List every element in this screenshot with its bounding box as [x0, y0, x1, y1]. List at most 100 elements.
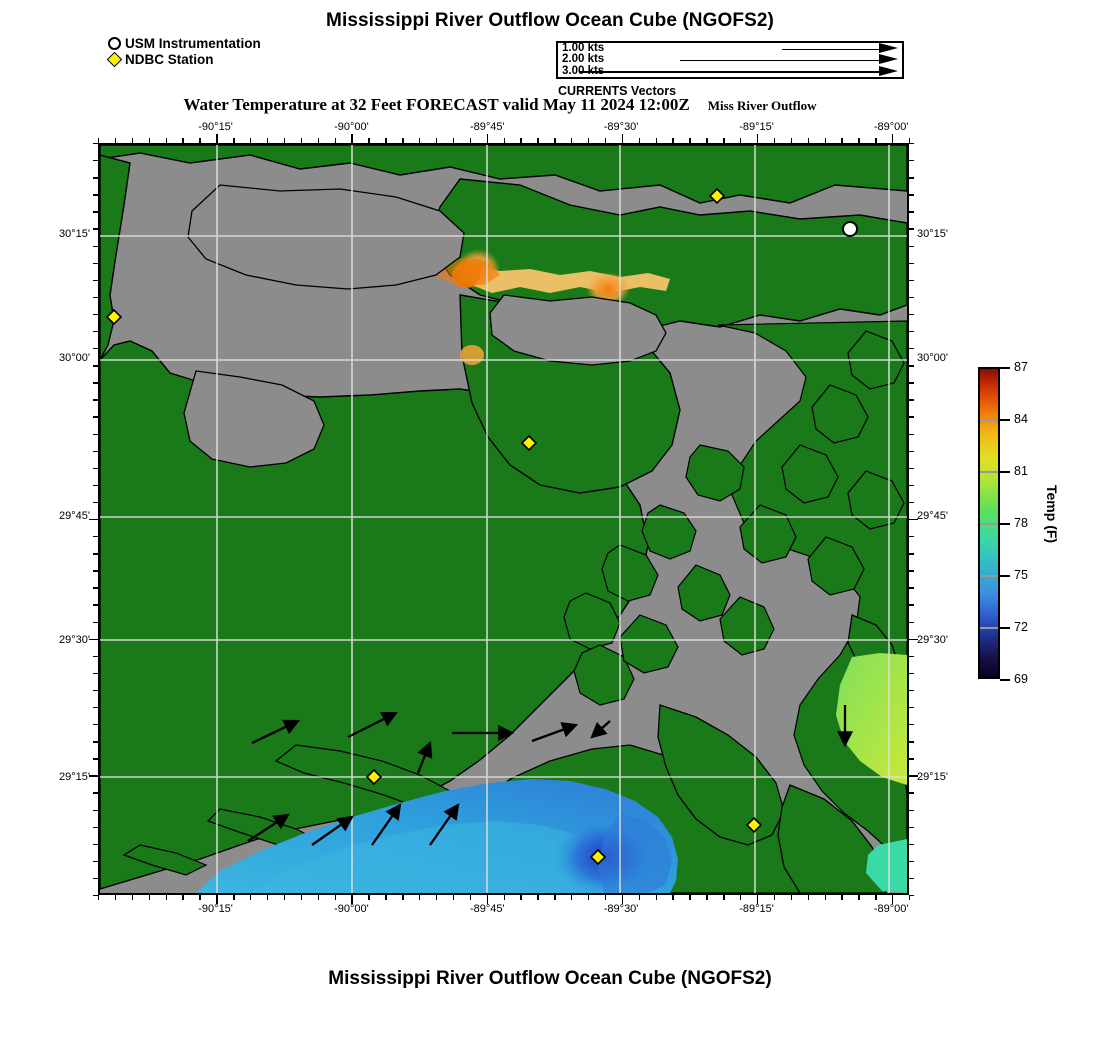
y-axis-tick [89, 638, 98, 641]
y-axis-tick [909, 860, 914, 863]
currents-key-row-2: 2.00 kts [558, 53, 902, 66]
currents-key-label-2: 2.00 kts [562, 53, 605, 66]
x-axis-tick [131, 138, 134, 143]
y-axis-tick [93, 741, 98, 743]
x-axis-label-top: -90°00' [334, 121, 369, 133]
x-axis-tick [368, 138, 370, 143]
page-title: Mississippi River Outflow Ocean Cube (NG… [326, 10, 774, 31]
y-axis-label-left: 29°15' [59, 771, 90, 784]
x-axis-tick [807, 138, 810, 143]
x-axis-tick [334, 895, 336, 900]
y-axis-label-right: 29°15' [917, 771, 948, 784]
y-axis-tick [93, 365, 98, 367]
x-axis-tick [469, 895, 472, 900]
currents-key-label-3: 3.00 kts [562, 64, 604, 77]
x-axis-tick [300, 138, 303, 143]
x-axis-tick [520, 895, 522, 900]
y-axis-tick [93, 331, 98, 333]
y-axis-tick [909, 553, 914, 555]
y-axis-tick [909, 655, 914, 658]
x-axis-tick [807, 895, 810, 900]
colorbar-inner-tick [980, 575, 998, 577]
diamond-marker-icon [106, 51, 123, 68]
y-axis-tick [93, 194, 98, 196]
y-axis-tick [93, 587, 98, 589]
x-axis-tick [250, 895, 252, 900]
legend-item-usm: USM Instrumentation [108, 36, 261, 51]
y-axis-label-left: 30°00' [59, 351, 90, 364]
y-axis-tick [909, 262, 914, 265]
x-axis-tick [740, 138, 742, 143]
x-axis-tick [773, 895, 776, 900]
graticule [100, 145, 907, 893]
y-axis-tick [909, 536, 914, 538]
x-axis-tick [452, 138, 455, 143]
y-axis-tick [93, 604, 98, 606]
y-axis-tick [93, 143, 98, 145]
colorbar-tick-label: 72 [1014, 620, 1028, 634]
y-axis-tick [909, 741, 914, 743]
legend-item-ndbc: NDBC Station [106, 51, 261, 68]
colorbar-inner-tick [980, 471, 998, 473]
x-axis-tick [655, 895, 657, 900]
y-axis-tick [909, 416, 914, 418]
x-axis-tick [334, 138, 336, 143]
y-axis-tick [909, 826, 914, 829]
x-axis-tick [892, 895, 894, 904]
legend-label-usm: USM Instrumentation [125, 35, 261, 51]
x-axis-tick [300, 895, 303, 900]
x-axis-tick [351, 895, 353, 904]
y-axis-tick [93, 553, 98, 555]
currents-key-caption: CURRENTS Vectors [558, 84, 677, 98]
x-axis-label-top: -90°15' [198, 121, 233, 133]
x-axis-tick [537, 895, 539, 900]
y-axis-tick [93, 296, 98, 299]
y-axis-tick [909, 433, 914, 435]
x-axis-tick [216, 134, 218, 143]
y-axis-tick [93, 860, 98, 863]
y-axis-tick [909, 501, 914, 504]
y-axis-tick [93, 160, 98, 162]
x-axis-label-bottom: -89°15' [739, 903, 774, 915]
x-axis-tick [790, 895, 793, 900]
footer-title: Mississippi River Outflow Ocean Cube (NG… [328, 968, 772, 989]
y-axis-tick [93, 536, 98, 538]
usm-marker [842, 221, 858, 237]
subtitle-right-text: Miss River Outflow [707, 98, 817, 113]
x-axis-tick [266, 138, 269, 143]
y-axis-tick [93, 792, 98, 794]
inland-water [183, 184, 667, 468]
ndbc-marker [365, 768, 383, 786]
y-axis-label-left: 30°15' [59, 227, 90, 240]
y-axis-tick [93, 826, 98, 829]
map-canvas[interactable] [98, 143, 909, 895]
colorbar-inner-tick [980, 523, 998, 525]
x-axis-tick [98, 138, 100, 143]
ndbc-marker [708, 187, 726, 205]
y-axis-tick [93, 672, 98, 675]
y-axis-tick [909, 211, 914, 213]
x-axis-tick [114, 895, 117, 900]
x-axis-tick [655, 138, 657, 143]
x-axis-tick [858, 138, 860, 143]
x-axis-label-top: -89°30' [603, 121, 639, 133]
colorbar-tick-label: 75 [1014, 568, 1028, 582]
x-axis-tick [469, 138, 472, 143]
y-axis-tick [93, 467, 98, 470]
y-axis-tick [93, 655, 98, 658]
x-axis-tick [385, 895, 387, 900]
y-axis-tick [909, 399, 914, 401]
y-axis-tick [909, 245, 914, 247]
x-axis-label-bottom: -89°30' [603, 903, 639, 915]
y-axis-tick [909, 382, 914, 384]
y-axis-label-left: 29°30' [59, 633, 90, 646]
x-axis-tick [621, 134, 624, 143]
x-axis-tick [503, 895, 505, 900]
colorbar-tick-label: 84 [1014, 412, 1028, 426]
station-markers [105, 187, 858, 866]
y-axis-tick [93, 570, 98, 572]
y-axis-tick [93, 501, 98, 504]
y-axis-tick [93, 416, 98, 418]
legend-label-ndbc: NDBC Station [125, 51, 214, 67]
x-axis-tick [706, 895, 708, 900]
